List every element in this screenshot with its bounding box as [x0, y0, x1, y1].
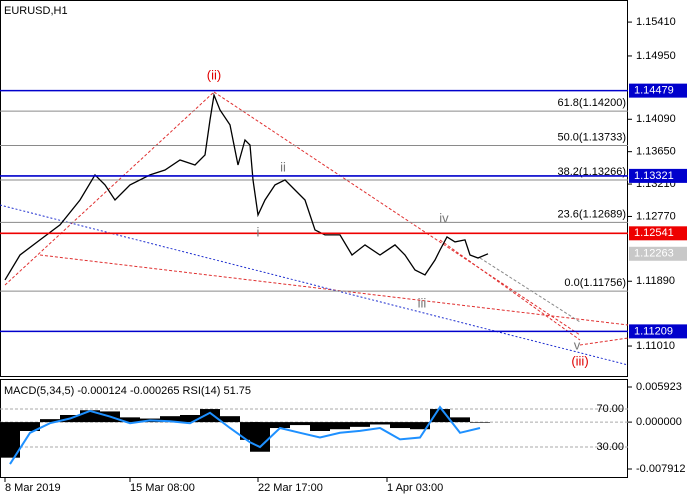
wave-line — [439, 239, 581, 341]
macd-bar — [200, 409, 220, 423]
x-tick-label: 15 Mar 08:00 — [130, 482, 195, 494]
level-label: 1.14479 — [634, 85, 674, 97]
y-tick-label: 1.11010 — [636, 340, 675, 352]
wave-label: ii — [280, 159, 286, 174]
level-label-box — [629, 226, 687, 241]
y2-tick-label: 30.00 — [596, 441, 624, 453]
y2-tick-label: 70.00 — [596, 403, 624, 415]
wave-label: i — [257, 224, 260, 239]
y-tick-label: 1.14090 — [636, 113, 676, 125]
macd-bar — [470, 422, 490, 423]
macd-bar — [370, 422, 390, 425]
macd-bar — [410, 422, 430, 430]
wave-label: iv — [439, 210, 449, 225]
level-label-box — [629, 83, 687, 98]
x-tick-label: 8 Mar 2019 — [5, 482, 61, 494]
level-label-box — [629, 324, 687, 339]
y-tick-label: 1.13650 — [636, 146, 676, 158]
indicator-title: MACD(5,34,5) -0.000124 -0.000265 RSI(14)… — [4, 385, 251, 397]
y-tick-label: 1.14950 — [636, 50, 676, 62]
fibo-label: 50.0(1.13733) — [558, 131, 627, 143]
x-tick-label: 1 Apr 03:00 — [387, 482, 443, 494]
macd-bar — [20, 422, 40, 431]
x-tick-label: 22 Mar 17:00 — [258, 482, 323, 494]
macd-bar — [0, 422, 20, 458]
projection-line — [479, 257, 581, 323]
wave-label: v — [574, 337, 581, 352]
wave-line — [4, 91, 215, 286]
macd-bar — [350, 422, 370, 427]
channel-line — [0, 204, 629, 366]
wave-label: iii — [418, 295, 427, 310]
macd-bar — [120, 417, 140, 423]
level-label: 1.13321 — [634, 170, 674, 182]
current-price-label: 1.12263 — [634, 248, 674, 260]
fibo-label: 61.8(1.14200) — [558, 97, 627, 109]
fibo-label: 23.6(1.12689) — [558, 208, 627, 220]
chart-title: EURUSD,H1 — [4, 5, 68, 17]
macd-bar — [290, 422, 310, 426]
macd-bar — [40, 419, 60, 423]
current-price-box — [629, 246, 687, 261]
macd-bar — [310, 422, 330, 431]
y-tick-label: 1.15410 — [636, 16, 676, 28]
fibo-label: 38.2(1.13266) — [558, 166, 627, 178]
wave-lines — [0, 91, 629, 366]
macd-bar — [180, 414, 200, 423]
macd-bar — [330, 422, 350, 430]
level-label-box — [629, 168, 687, 183]
wave-label: (ii) — [207, 67, 221, 82]
price-line — [4, 92, 489, 281]
macd-bar — [160, 416, 180, 423]
macd-bar — [270, 422, 290, 429]
wave-line — [213, 91, 581, 336]
fibo-label: 0.0(1.11756) — [564, 277, 626, 289]
level-label: 1.11209 — [634, 325, 673, 337]
price-panel — [0, 0, 628, 377]
macd-bar — [80, 410, 100, 423]
macd-bar — [390, 422, 410, 429]
y-tick-label: 1.11890 — [636, 275, 675, 287]
macd-bar — [450, 417, 470, 423]
y-tick-label: 0.005923 — [636, 381, 682, 393]
macd-bar — [220, 416, 240, 423]
level-label: 1.12541 — [634, 227, 674, 239]
rsi-line — [9, 405, 481, 465]
wave-label: (iii) — [571, 353, 588, 368]
y-tick-label: -0.007912 — [636, 463, 686, 475]
y-tick-label: 1.12770 — [636, 210, 676, 222]
y-tick-label: 0.000000 — [636, 416, 682, 428]
wave-line — [579, 337, 629, 346]
